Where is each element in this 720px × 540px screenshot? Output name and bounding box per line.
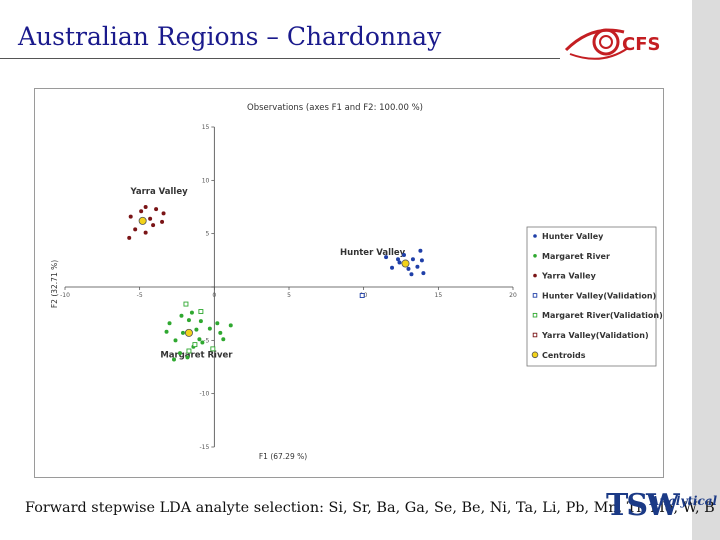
data-point	[180, 330, 185, 335]
validation-point	[192, 342, 198, 348]
x-tick-label: 0	[212, 292, 216, 299]
data-point	[533, 234, 537, 238]
legend-entry: Yarra Valley	[541, 272, 597, 281]
legend-entry: Centroids	[542, 351, 586, 360]
x-tick-label: -10	[60, 292, 70, 299]
data-point	[133, 227, 138, 232]
data-point	[186, 318, 191, 323]
data-point	[151, 223, 156, 228]
validation-point	[183, 301, 189, 307]
y-tick-label: 15	[202, 124, 210, 131]
legend-entry: Hunter Valley	[542, 232, 604, 241]
cfs-swoosh-icon	[564, 28, 625, 52]
x-axis-label: F1 (67.29 %)	[259, 452, 307, 461]
validation-point	[359, 293, 365, 298]
validation-point	[186, 348, 192, 354]
legend-box	[526, 226, 657, 367]
legend-entry: Hunter Valley(Validation)	[542, 291, 656, 300]
y-tick-label: -15	[200, 444, 210, 451]
data-point	[160, 219, 165, 224]
cfs-ring-icon	[592, 28, 620, 56]
lda-scatter-chart: Observations (axes F1 and F2: 100.00 %) …	[50, 103, 663, 461]
cluster-label: Yarra Valley	[129, 187, 188, 197]
y-tick-label: -5	[203, 337, 209, 344]
cfs-logo-text: CFS	[622, 34, 660, 55]
chart-title: Observations (axes F1 and F2: 100.00 %)	[247, 103, 423, 113]
validation-point	[532, 312, 538, 318]
data-point	[533, 254, 537, 258]
data-point	[421, 271, 426, 276]
slide-title: Australian Regions – Chardonnay	[18, 22, 442, 51]
data-point	[143, 205, 148, 209]
tsw-logo-subtext: Analytical	[650, 494, 718, 508]
data-point	[419, 258, 424, 263]
tsw-logo-text: TSW	[606, 488, 680, 523]
data-point	[418, 248, 423, 253]
data-point	[533, 273, 537, 278]
data-point	[228, 323, 233, 328]
data-point	[179, 313, 184, 318]
data-point	[164, 329, 169, 334]
data-point	[189, 310, 194, 315]
tsw-analytical-logo: TSW Analytical	[606, 488, 717, 536]
data-point	[397, 260, 402, 265]
x-tick-label: -5	[137, 292, 143, 299]
data-point	[161, 211, 166, 216]
data-point	[177, 351, 182, 356]
legend-entry: Margaret River(Validation)	[542, 311, 663, 320]
x-tick-label: 20	[509, 292, 517, 299]
data-point	[409, 272, 414, 277]
data-point	[215, 321, 220, 326]
data-point	[128, 214, 133, 219]
data-point	[390, 265, 395, 270]
x-tick-label: 5	[287, 292, 291, 299]
y-tick-label: 10	[202, 177, 210, 184]
data-point	[194, 327, 199, 332]
centroid-point	[138, 216, 147, 225]
data-point	[148, 216, 153, 221]
centroid-point	[531, 351, 539, 359]
data-point	[127, 235, 132, 240]
data-point	[198, 319, 203, 324]
data-point	[406, 266, 411, 271]
centroid-point	[401, 259, 410, 268]
validation-point	[198, 309, 204, 314]
data-point	[384, 255, 389, 260]
data-point	[172, 357, 177, 362]
centroid-point	[184, 328, 193, 337]
data-point	[197, 337, 202, 342]
y-tick-label: -10	[200, 391, 210, 398]
data-point	[218, 330, 223, 335]
data-point	[167, 321, 172, 326]
data-point	[185, 355, 190, 360]
cfs-logo: CFS	[564, 28, 660, 60]
legend-entry: Margaret River	[542, 252, 610, 261]
data-point	[154, 207, 159, 212]
x-tick-label: 15	[435, 292, 443, 299]
cluster-label: Margaret River	[160, 350, 233, 360]
y-axis-label: F2 (32.71 %)	[50, 260, 59, 308]
data-point	[410, 257, 415, 262]
data-point	[143, 230, 148, 235]
data-point	[396, 257, 401, 262]
legend-entry: Yarra Valley(Validation)	[541, 331, 649, 340]
data-point	[207, 326, 212, 331]
validation-point	[532, 293, 538, 298]
chart-frame: Observations (axes F1 and F2: 100.00 %) …	[34, 88, 664, 478]
data-point	[173, 338, 178, 343]
y-tick-label: 5	[206, 231, 210, 238]
data-point	[200, 340, 205, 345]
cluster-label: Hunter Valley	[340, 248, 406, 258]
title-divider	[0, 58, 560, 59]
validation-point	[532, 332, 538, 338]
footer-analyte-selection: Forward stepwise LDA analyte selection: …	[25, 500, 715, 516]
data-point	[139, 209, 144, 214]
data-point	[401, 253, 406, 257]
data-point	[221, 337, 226, 342]
data-point	[415, 264, 420, 269]
right-decorative-band	[692, 0, 720, 540]
validation-point	[210, 346, 216, 352]
